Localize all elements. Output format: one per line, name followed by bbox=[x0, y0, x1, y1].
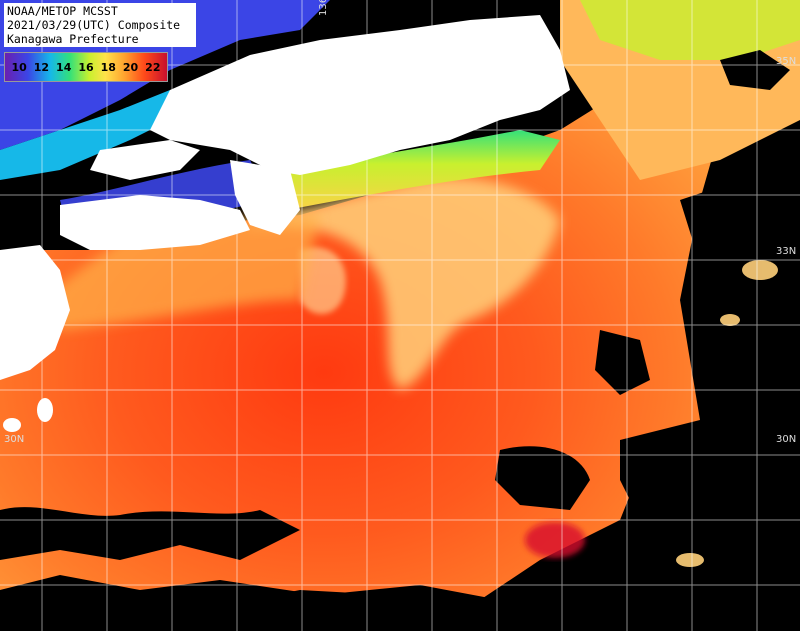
header-source: NOAA/METOP MCSST bbox=[7, 4, 118, 18]
legend-tick: 22 bbox=[145, 60, 161, 74]
sst-color-legend: 10 12 14 16 18 20 22 bbox=[4, 52, 168, 82]
legend-tick: 14 bbox=[56, 60, 72, 74]
lat-label-35n-right: 35N bbox=[776, 56, 797, 67]
legend-tick: 20 bbox=[122, 60, 139, 74]
legend-tick: 16 bbox=[78, 60, 94, 74]
legend-tick: 18 bbox=[100, 60, 116, 74]
japan-kii-peninsula bbox=[230, 160, 300, 235]
ne-cool-fringe bbox=[580, 0, 800, 60]
lat-label-30n-right: 30N bbox=[776, 434, 797, 445]
nw-cold-fringe bbox=[0, 90, 190, 180]
lat-label-30n-left: 30N bbox=[4, 434, 25, 445]
pale-sst-tongue bbox=[240, 177, 560, 390]
hot-spot bbox=[525, 522, 585, 558]
header-date: 2021/03/29(UTC) Composite bbox=[7, 18, 181, 32]
legend-tick: 10 bbox=[11, 60, 27, 74]
scattered-sst-fragments bbox=[676, 260, 778, 567]
south-coast-cool bbox=[250, 130, 560, 215]
header-region: Kanagawa Prefecture bbox=[7, 32, 139, 46]
lat-label-33n-right: 33N bbox=[776, 246, 797, 257]
island-yakushima bbox=[3, 418, 21, 432]
pale-sst-swirl bbox=[300, 247, 346, 314]
map-header: NOAA/METOP MCSST 2021/03/29(UTC) Composi… bbox=[4, 3, 196, 47]
lon-label-136e: 136E bbox=[318, 0, 329, 16]
island-tanegashima bbox=[37, 398, 53, 422]
legend-tick: 12 bbox=[33, 60, 50, 74]
japan-kyushu bbox=[0, 245, 70, 380]
japan-honshu bbox=[150, 15, 570, 175]
coastal-mild-band bbox=[40, 213, 320, 330]
